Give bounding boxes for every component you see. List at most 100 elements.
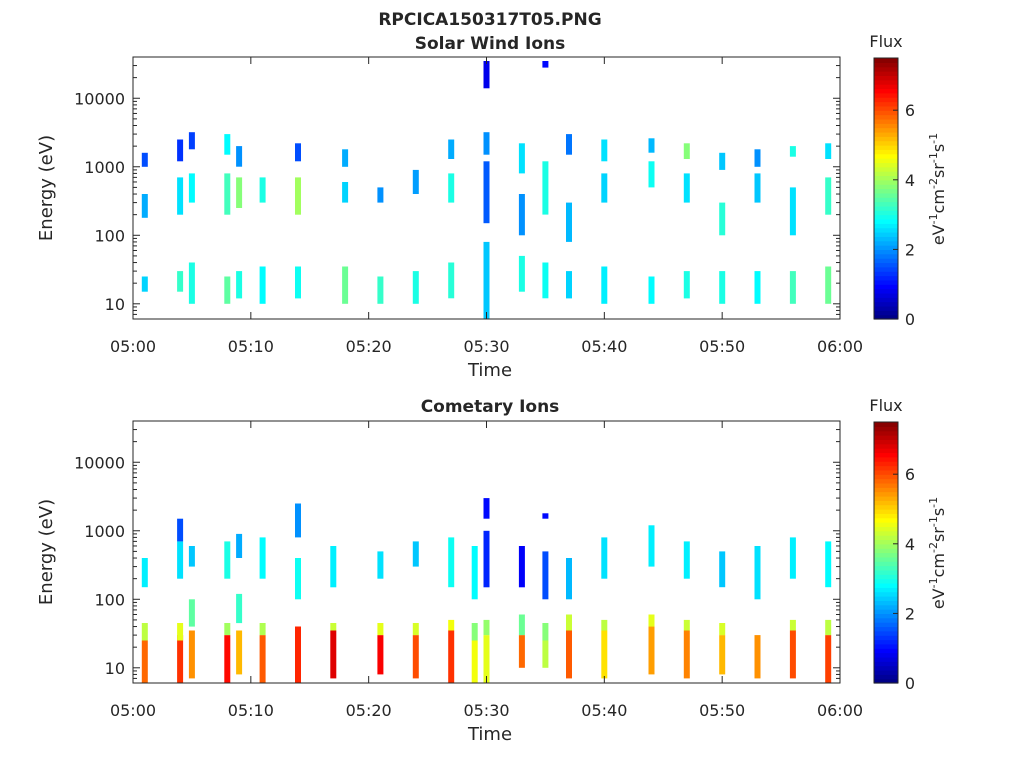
heatmap-cell	[471, 546, 478, 600]
heatmap-cell	[342, 266, 349, 304]
heatmap-cell	[542, 262, 549, 299]
colorbar-segment	[874, 214, 898, 220]
heatmap-cell	[601, 619, 608, 631]
colorbar-segment	[874, 661, 898, 667]
heatmap-cell	[141, 152, 148, 167]
heatmap-cell	[719, 271, 726, 304]
heatmap-cell	[236, 593, 243, 624]
colorbar-segment	[874, 509, 898, 514]
y-tick-label: 1000	[84, 522, 125, 541]
colorbar-segment	[874, 279, 898, 285]
heatmap-cell	[177, 541, 184, 579]
heatmap-cells	[141, 61, 832, 319]
y-tick-label: 100	[94, 590, 125, 609]
heatmap-cell	[719, 202, 726, 236]
colorbar-segment	[874, 201, 898, 207]
heatmap-cell	[648, 161, 655, 188]
colorbar-segment	[874, 75, 898, 81]
figure-title: RPCICA150317T05.PNG	[378, 10, 601, 30]
colorbar-segment	[874, 513, 898, 519]
heatmap-cell	[754, 271, 761, 304]
colorbar-segment	[874, 192, 898, 198]
colorbar-segment	[874, 648, 898, 654]
colorbar-tick-label: 0	[905, 674, 915, 693]
heatmap-cell	[566, 614, 572, 631]
colorbar-segment	[874, 118, 898, 124]
colorbar-segment	[874, 245, 898, 250]
colorbar-segment	[874, 88, 898, 94]
colorbar-segment	[874, 175, 898, 181]
x-tick-label: 05:10	[228, 337, 274, 356]
colorbar-segment	[874, 665, 898, 671]
heatmap-cell	[188, 599, 195, 627]
y-tick-label: 1000	[84, 158, 125, 177]
heatmap-cell	[448, 630, 455, 683]
heatmap-cell	[825, 143, 832, 159]
colorbar-label: eV-1cm-2sr-1s-1	[927, 497, 948, 609]
heatmap-cell	[412, 623, 419, 636]
heatmap-cell	[236, 177, 243, 208]
colorbar-segment	[874, 500, 898, 506]
colorbar-segment	[874, 305, 898, 311]
colorbar-segment	[874, 526, 898, 532]
colorbar-segment	[874, 487, 898, 493]
colorbar-title: Flux	[869, 32, 902, 51]
heatmap-cell	[188, 630, 195, 679]
colorbar-segment	[874, 574, 898, 580]
colorbar-segment	[874, 609, 898, 614]
colorbar: 0 2 4 6	[873, 421, 915, 693]
colorbar-segment	[874, 548, 898, 554]
heatmap-cell	[259, 266, 266, 304]
colorbar-segment	[874, 626, 898, 632]
colorbar-tick-label: 2	[905, 604, 915, 623]
colorbar-segment	[874, 613, 898, 619]
colorbar-segment	[874, 210, 898, 216]
colorbar-title: Flux	[869, 396, 902, 415]
colorbar-segment	[874, 465, 898, 471]
colorbar-segment	[874, 674, 898, 680]
colorbar-segment	[874, 127, 898, 133]
colorbar-segment	[874, 71, 898, 76]
colorbar-segment	[874, 587, 898, 593]
heatmap-cell	[295, 503, 301, 538]
heatmap-cell	[542, 161, 549, 215]
colorbar-segment	[874, 66, 898, 72]
heatmap-cell	[683, 173, 690, 203]
heatmap-cell	[648, 525, 655, 567]
heatmap-cell	[412, 271, 419, 304]
heatmap-cell	[683, 271, 690, 299]
heatmap-cell	[719, 152, 726, 170]
colorbar-segment	[874, 218, 898, 224]
colorbar-segment	[874, 435, 898, 440]
y-tick-label: 10	[105, 295, 125, 314]
colorbar-segment	[874, 101, 898, 107]
heatmap-cell	[412, 169, 419, 194]
colorbar-segment	[874, 443, 898, 449]
heatmap-cell	[259, 623, 266, 636]
colorbar-segment	[874, 158, 898, 163]
heatmap-cell	[412, 635, 419, 679]
colorbar-segment	[874, 92, 898, 98]
colorbar-segment	[874, 569, 898, 575]
panel-title: Cometary Ions	[421, 397, 560, 417]
colorbar-frame	[873, 57, 899, 320]
x-ticks: 05:00 05:10 05:20 05:30 05:40 05:50 06:00	[110, 57, 863, 356]
colorbar-segment	[874, 630, 898, 636]
heatmap-cell	[342, 182, 349, 203]
heatmap-cell	[330, 623, 337, 631]
colorbar-segment	[874, 565, 898, 571]
heatmap-cell	[601, 173, 608, 203]
y-ticks: 10 100 1000 10000	[74, 56, 840, 320]
heatmap-cell	[789, 619, 796, 631]
colorbar-segment	[874, 604, 898, 610]
colorbar-segment	[874, 522, 898, 527]
colorbar-segment	[874, 591, 898, 597]
heatmap-cell	[236, 146, 243, 167]
heatmap-cell	[188, 132, 195, 150]
panel-solar-wind: Solar Wind Ions 10 100 1000 10000 05:00 05:1…	[36, 32, 948, 381]
heatmap-cell	[377, 187, 384, 203]
colorbar-segment	[874, 171, 898, 177]
heatmap-cell	[683, 143, 690, 159]
colorbar-tick-label: 6	[905, 465, 915, 484]
